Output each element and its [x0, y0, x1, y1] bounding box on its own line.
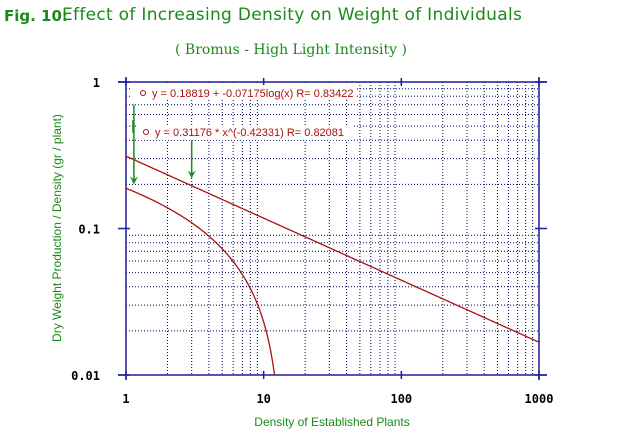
axes [118, 77, 547, 380]
y-tick-label: 0.01 [71, 369, 100, 383]
arrows [129, 104, 196, 185]
legend: y = 0.18819 + -0.07175log(x) R= 0.83422 … [130, 85, 355, 140]
figure-label: Fig. 10: [4, 7, 68, 25]
x-tick-label: 10 [256, 392, 270, 406]
series-line-1 [125, 187, 276, 376]
legend-marker-2 [143, 129, 149, 135]
x-tick-label: 100 [390, 392, 412, 406]
series-line-2 [125, 155, 540, 343]
legend-label-1: y = 0.18819 + -0.07175log(x) R= 0.83422 [152, 88, 354, 100]
legend-label-2: y = 0.31176 * x^(-0.42331) R= 0.82081 [155, 127, 344, 139]
x-axis-label: Density of Established Plants [254, 415, 409, 429]
tick-labels: 1 10 100 1000 1 0.1 0.01 [71, 76, 553, 406]
y-axis-label: Dry Weight Production / Density (gr / pl… [50, 114, 64, 342]
x-tick-label: 1 [122, 392, 129, 406]
legend-bg-1 [130, 85, 355, 100]
y-tick-label: 0.1 [78, 223, 100, 237]
legend-bg-2 [138, 125, 353, 140]
chart-title: Effect of Increasing Density on Weight o… [62, 5, 523, 25]
arrow-head-icon [129, 176, 138, 185]
chart-subtitle: ( Bromus - High Light Intensity ) [175, 42, 407, 58]
x-tick-label: 1000 [525, 392, 554, 406]
curves [125, 155, 540, 376]
y-tick-label: 1 [93, 76, 100, 90]
legend-marker-1 [140, 90, 146, 96]
arrow-head-icon [187, 170, 196, 179]
